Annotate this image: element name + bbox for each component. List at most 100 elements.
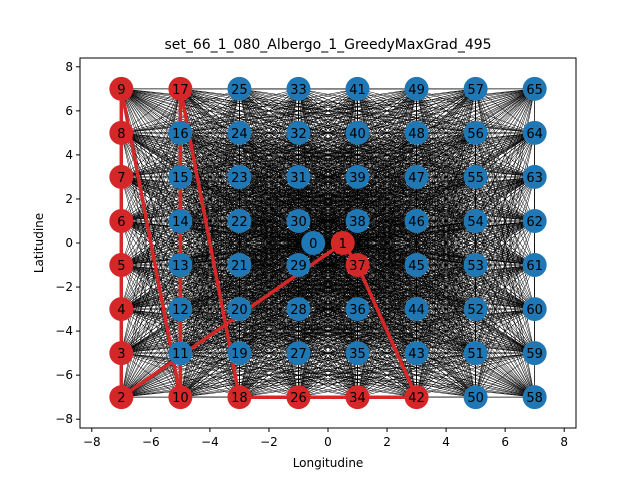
node-7: 7: [109, 164, 134, 189]
node-label: 20: [231, 303, 248, 318]
node-12: 12: [168, 297, 193, 322]
node-marker: [404, 297, 429, 322]
node-marker: [227, 164, 252, 189]
node-marker: [227, 385, 252, 410]
node-label: 15: [172, 171, 189, 186]
x-axis-label: Longitudine: [293, 456, 364, 470]
node-21: 21: [227, 253, 252, 278]
node-label: 56: [467, 127, 484, 142]
node-label: 7: [117, 171, 125, 186]
node-15: 15: [168, 164, 193, 189]
node-marker: [463, 164, 488, 189]
node-label: 12: [172, 303, 189, 318]
x-tick-label: −4: [201, 435, 219, 449]
node-45: 45: [404, 253, 429, 278]
x-tick-label: 0: [324, 435, 332, 449]
node-label: 13: [172, 259, 189, 274]
node-52: 52: [463, 297, 488, 322]
node-44: 44: [404, 297, 429, 322]
node-label: 64: [526, 127, 543, 142]
node-14: 14: [168, 208, 193, 233]
node-label: 14: [172, 215, 189, 230]
node-label: 53: [467, 259, 484, 274]
node-marker: [109, 385, 134, 410]
node-28: 28: [286, 297, 311, 322]
node-18: 18: [227, 385, 252, 410]
node-label: 43: [408, 347, 425, 362]
node-29: 29: [286, 253, 311, 278]
node-marker: [404, 341, 429, 366]
node-33: 33: [286, 76, 311, 101]
node-marker: [227, 76, 252, 101]
node-marker: [109, 341, 134, 366]
node-63: 63: [522, 164, 547, 189]
node-label: 24: [231, 127, 248, 142]
node-61: 61: [522, 253, 547, 278]
node-label: 0: [309, 237, 317, 252]
node-1: 1: [330, 231, 355, 255]
node-marker: [109, 76, 134, 101]
node-marker: [168, 253, 193, 278]
node-53: 53: [463, 253, 488, 278]
node-marker: [404, 253, 429, 278]
y-axis-ticks: −8 −6 −4 −2 0 2 4 6 8: [55, 60, 80, 426]
node-13: 13: [168, 253, 193, 278]
node-marker: [109, 120, 134, 145]
node-marker: [345, 385, 370, 410]
node-24: 24: [227, 120, 252, 145]
y-tick-label: −6: [55, 368, 73, 382]
node-label: 22: [231, 215, 248, 230]
node-47: 47: [404, 164, 429, 189]
node-marker: [286, 76, 311, 101]
node-51: 51: [463, 341, 488, 366]
node-19: 19: [227, 341, 252, 366]
node-34: 34: [345, 385, 370, 410]
node-marker: [168, 76, 193, 101]
node-marker: [227, 208, 252, 233]
node-label: 33: [290, 83, 307, 98]
node-marker: [168, 385, 193, 410]
node-58: 58: [522, 385, 547, 410]
node-marker: [286, 385, 311, 410]
node-4: 4: [109, 297, 134, 322]
node-label: 4: [117, 303, 125, 318]
y-tick-label: 8: [65, 60, 73, 74]
node-label: 58: [526, 391, 543, 406]
node-10: 10: [168, 385, 193, 410]
node-0: 0: [301, 231, 326, 255]
node-marker: [522, 208, 547, 233]
node-marker: [227, 341, 252, 366]
node-marker: [522, 341, 547, 366]
node-42: 42: [404, 385, 429, 410]
node-marker: [522, 164, 547, 189]
node-marker: [227, 120, 252, 145]
node-label: 39: [349, 171, 366, 186]
node-marker: [463, 253, 488, 278]
node-label: 48: [408, 127, 425, 142]
y-tick-label: 2: [65, 192, 73, 206]
node-marker: [345, 208, 370, 233]
node-label: 44: [408, 303, 425, 318]
node-label: 38: [349, 215, 366, 230]
node-marker: [345, 164, 370, 189]
node-label: 40: [349, 127, 366, 142]
node-label: 54: [467, 215, 484, 230]
y-tick-label: −8: [55, 412, 73, 426]
node-label: 19: [231, 347, 248, 362]
node-8: 8: [109, 120, 134, 145]
node-16: 16: [168, 120, 193, 145]
node-label: 47: [408, 171, 425, 186]
node-label: 17: [172, 83, 189, 98]
y-axis-label: Latitudine: [32, 213, 46, 273]
node-label: 2: [117, 391, 125, 406]
node-27: 27: [286, 341, 311, 366]
node-label: 27: [290, 347, 307, 362]
y-tick-label: −2: [55, 280, 73, 294]
node-54: 54: [463, 208, 488, 233]
node-label: 46: [408, 215, 425, 230]
node-label: 16: [172, 127, 189, 142]
node-label: 28: [290, 303, 307, 318]
node-label: 34: [349, 391, 366, 406]
node-label: 9: [117, 83, 125, 98]
